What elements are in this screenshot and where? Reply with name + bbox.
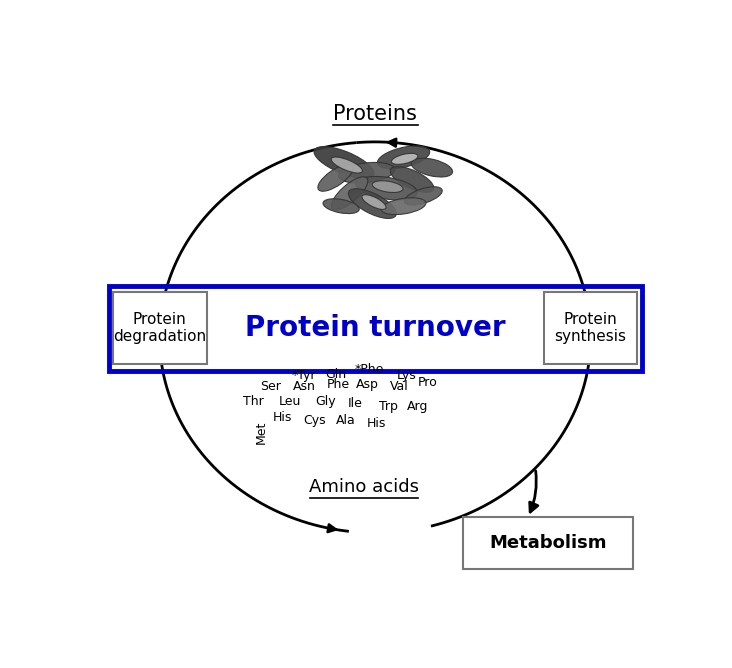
- Text: His: His: [367, 418, 386, 430]
- Text: Cys: Cys: [303, 414, 326, 427]
- Ellipse shape: [318, 164, 353, 191]
- Text: *Phe: *Phe: [355, 363, 384, 375]
- Ellipse shape: [377, 146, 430, 169]
- Ellipse shape: [331, 157, 362, 173]
- Text: Gln: Gln: [325, 368, 346, 381]
- Text: Ile: Ile: [348, 397, 363, 409]
- Ellipse shape: [411, 158, 452, 177]
- Text: Amino acids: Amino acids: [309, 478, 419, 496]
- Text: His: His: [273, 411, 292, 424]
- Text: Ser: Ser: [260, 379, 280, 393]
- Text: Asn: Asn: [293, 379, 315, 393]
- Text: Val: Val: [390, 379, 409, 393]
- Ellipse shape: [348, 189, 396, 218]
- Text: Protein
synthesis: Protein synthesis: [554, 312, 627, 344]
- Ellipse shape: [332, 177, 368, 210]
- Text: Thr: Thr: [243, 395, 264, 408]
- Ellipse shape: [314, 146, 374, 178]
- FancyBboxPatch shape: [544, 292, 638, 364]
- Text: Metabolism: Metabolism: [490, 534, 607, 552]
- Text: Ala: Ala: [336, 414, 356, 427]
- Text: Protein
degradation: Protein degradation: [113, 312, 206, 344]
- Text: Proteins: Proteins: [333, 104, 417, 124]
- Text: Arg: Arg: [407, 400, 428, 413]
- Ellipse shape: [390, 166, 434, 192]
- FancyBboxPatch shape: [113, 292, 206, 364]
- Text: Asp: Asp: [356, 378, 379, 391]
- Text: Pro: Pro: [418, 375, 438, 389]
- Text: *Tyr: *Tyr: [292, 369, 316, 382]
- Ellipse shape: [405, 187, 442, 205]
- Ellipse shape: [338, 162, 395, 183]
- Ellipse shape: [381, 198, 426, 214]
- Ellipse shape: [362, 194, 386, 210]
- Ellipse shape: [373, 181, 403, 192]
- Text: Phe: Phe: [326, 378, 350, 391]
- Text: Met: Met: [255, 421, 268, 444]
- Ellipse shape: [392, 154, 418, 164]
- Ellipse shape: [356, 176, 417, 200]
- FancyBboxPatch shape: [463, 517, 633, 569]
- Text: Protein turnover: Protein turnover: [244, 314, 506, 342]
- Text: Gly: Gly: [315, 395, 336, 408]
- Text: Lys: Lys: [397, 369, 417, 382]
- Ellipse shape: [323, 199, 359, 214]
- Text: Trp: Trp: [378, 400, 397, 413]
- Text: Leu: Leu: [279, 395, 302, 408]
